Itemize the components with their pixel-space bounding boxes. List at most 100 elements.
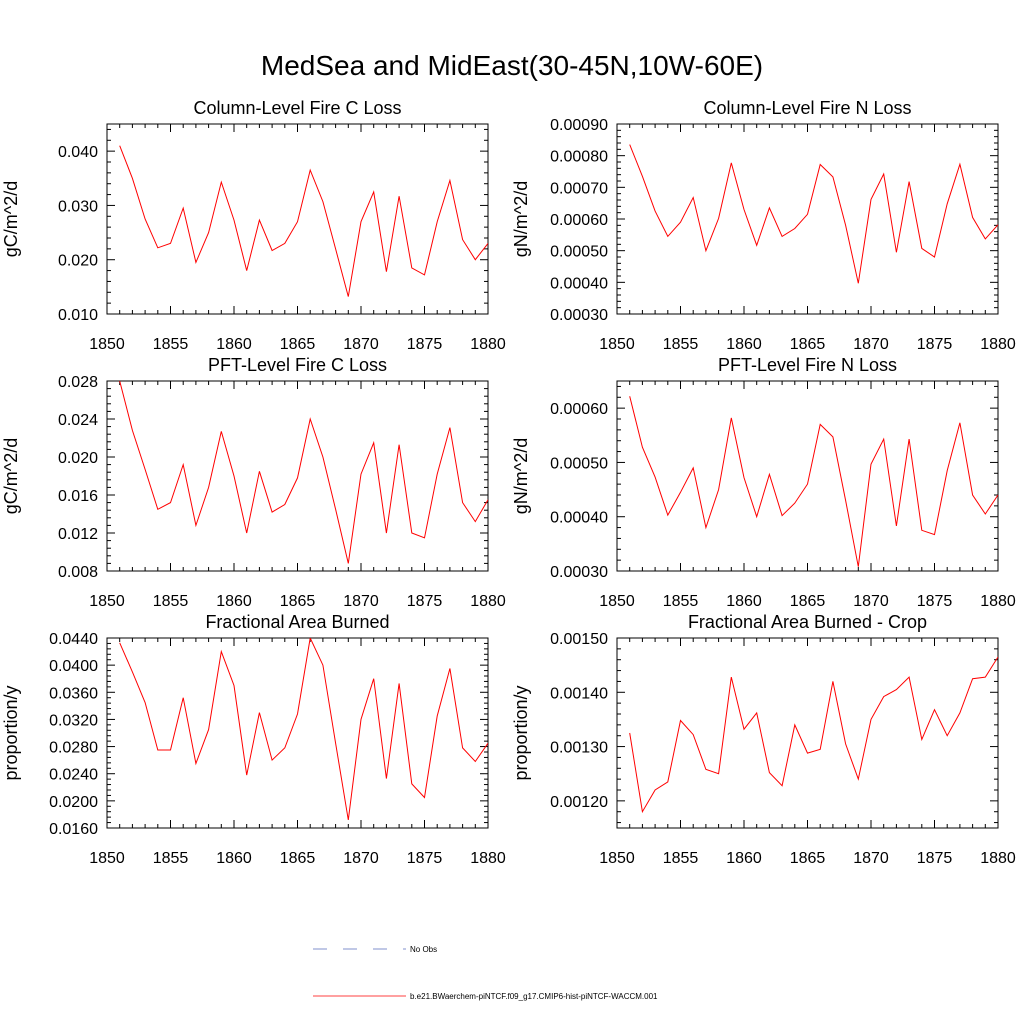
x-tick-label: 1875 xyxy=(917,593,953,610)
x-tick-label: 1855 xyxy=(153,593,189,610)
series-line xyxy=(119,638,488,820)
y-tick-label: 0.00030 xyxy=(550,564,608,581)
panel-6: Fractional Area Burned - Crop proportion/… xyxy=(511,612,1016,867)
x-tick-label: 1850 xyxy=(89,593,125,610)
y-tick-label: 0.008 xyxy=(58,564,98,581)
y-tick-label: 0.0440 xyxy=(49,631,98,648)
panel-title: Fractional Area Burned xyxy=(205,612,389,632)
y-tick-label: 0.00050 xyxy=(550,455,608,472)
series-line xyxy=(119,145,488,297)
y-tick-label: 0.030 xyxy=(58,198,98,215)
legend-label-no-obs: No Obs xyxy=(410,945,437,954)
y-tick-label: 0.00090 xyxy=(550,117,608,134)
panel-title: Fractional Area Burned - Crop xyxy=(688,612,927,632)
x-tick-label: 1880 xyxy=(470,850,506,867)
y-axis-label: proportion/y xyxy=(1,685,21,780)
legend-label-model: b.e21.BWaerchem-piNTCF.f09_g17.CMIP6-his… xyxy=(410,992,658,1001)
x-tick-label: 1870 xyxy=(343,593,379,610)
y-tick-label: 0.00120 xyxy=(550,794,608,811)
x-tick-label: 1865 xyxy=(790,850,826,867)
x-tick-label: 1875 xyxy=(917,336,953,353)
x-tick-label: 1865 xyxy=(790,593,826,610)
x-tick-label: 1875 xyxy=(917,850,953,867)
y-tick-label: 0.010 xyxy=(58,307,98,324)
panel-title: PFT-Level Fire C Loss xyxy=(208,355,387,375)
y-tick-label: 0.040 xyxy=(58,144,98,161)
series-line xyxy=(629,396,998,567)
panel-title: Column-Level Fire C Loss xyxy=(193,98,401,118)
x-tick-label: 1865 xyxy=(280,850,316,867)
y-tick-label: 0.00040 xyxy=(550,510,608,527)
figure-title: MedSea and MidEast(30-45N,10W-60E) xyxy=(261,50,763,81)
y-tick-label: 0.0160 xyxy=(49,821,98,838)
y-tick-label: 0.0280 xyxy=(49,740,98,757)
y-axis-label: gN/m^2/d xyxy=(511,181,531,257)
legend: No Obs b.e21.BWaerchem-piNTCF.f09_g17.CMI… xyxy=(313,945,658,1001)
x-tick-label: 1860 xyxy=(726,336,762,353)
panel-1: Column-Level Fire C Loss gC/m^2/d 1850 1855… xyxy=(1,98,506,353)
plot-frame xyxy=(616,637,999,829)
x-tick-label: 1875 xyxy=(407,850,443,867)
panel-3: PFT-Level Fire C Loss gC/m^2/d 1850 1855 186… xyxy=(1,355,506,610)
y-tick-label: 0.00130 xyxy=(550,740,608,757)
x-tick-label: 1880 xyxy=(980,336,1016,353)
y-tick-label: 0.00040 xyxy=(550,275,608,292)
x-tick-label: 1860 xyxy=(216,336,252,353)
x-tick-label: 1850 xyxy=(599,593,635,610)
y-tick-label: 0.0400 xyxy=(49,658,98,675)
y-tick-label: 0.024 xyxy=(58,412,98,429)
x-tick-label: 1870 xyxy=(853,336,889,353)
y-axis-label: proportion/y xyxy=(511,685,531,780)
x-tick-label: 1880 xyxy=(980,593,1016,610)
series-line xyxy=(629,144,998,284)
x-tick-label: 1865 xyxy=(280,593,316,610)
y-tick-label: 0.0240 xyxy=(49,767,98,784)
y-tick-label: 0.00060 xyxy=(550,401,608,418)
y-axis-label: gC/m^2/d xyxy=(1,438,21,514)
y-tick-label: 0.00080 xyxy=(550,149,608,166)
x-tick-label: 1855 xyxy=(153,336,189,353)
x-tick-label: 1875 xyxy=(407,593,443,610)
plot-frame xyxy=(106,123,489,315)
series-line xyxy=(119,381,488,564)
panel-title: Column-Level Fire N Loss xyxy=(703,98,911,118)
y-tick-label: 0.020 xyxy=(58,253,98,270)
panel-5: Fractional Area Burned proportion/y 1850 18… xyxy=(1,612,506,867)
y-tick-label: 0.0200 xyxy=(49,794,98,811)
x-tick-label: 1880 xyxy=(470,336,506,353)
y-tick-label: 0.016 xyxy=(58,488,98,505)
x-tick-label: 1850 xyxy=(599,336,635,353)
plot-frame xyxy=(616,380,999,572)
y-tick-label: 0.012 xyxy=(58,526,98,543)
panels: Column-Level Fire C Loss gC/m^2/d 1850 1855… xyxy=(1,98,1016,867)
x-tick-label: 1860 xyxy=(216,850,252,867)
y-axis-label: gN/m^2/d xyxy=(511,438,531,514)
x-tick-label: 1850 xyxy=(599,850,635,867)
x-tick-label: 1855 xyxy=(663,593,699,610)
x-tick-label: 1855 xyxy=(153,850,189,867)
x-tick-label: 1880 xyxy=(470,593,506,610)
y-tick-label: 0.020 xyxy=(58,450,98,467)
x-tick-label: 1865 xyxy=(280,336,316,353)
x-tick-label: 1855 xyxy=(663,336,699,353)
plot-frame xyxy=(616,123,999,315)
plot-frame xyxy=(106,637,489,829)
x-tick-label: 1870 xyxy=(343,850,379,867)
x-tick-label: 1865 xyxy=(790,336,826,353)
series-line xyxy=(629,656,998,814)
panel-2: Column-Level Fire N Loss gN/m^2/d 1850 1855… xyxy=(511,98,1016,353)
x-tick-label: 1860 xyxy=(216,593,252,610)
x-tick-label: 1860 xyxy=(726,593,762,610)
y-tick-label: 0.028 xyxy=(58,374,98,391)
x-tick-label: 1855 xyxy=(663,850,699,867)
panel-4: PFT-Level Fire N Loss gN/m^2/d 1850 1855 186… xyxy=(511,355,1016,610)
y-tick-label: 0.00140 xyxy=(550,685,608,702)
y-tick-label: 0.0320 xyxy=(49,712,98,729)
x-tick-label: 1870 xyxy=(343,336,379,353)
y-tick-label: 0.00050 xyxy=(550,244,608,261)
y-tick-label: 0.00030 xyxy=(550,307,608,324)
x-tick-label: 1875 xyxy=(407,336,443,353)
panel-title: PFT-Level Fire N Loss xyxy=(718,355,897,375)
x-tick-label: 1850 xyxy=(89,850,125,867)
